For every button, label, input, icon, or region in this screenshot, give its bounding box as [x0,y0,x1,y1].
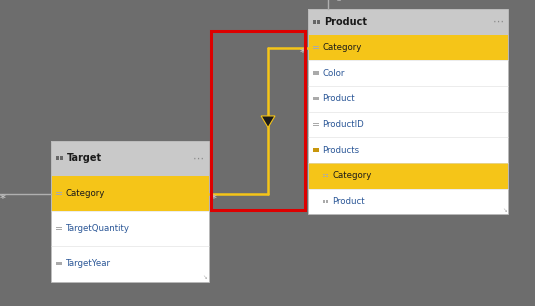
Text: 1: 1 [336,0,341,3]
Bar [316,73,319,75]
Bar [326,176,328,177]
Text: TargetQuantity: TargetQuantity [66,224,130,233]
Bar [317,22,320,24]
Bar [316,71,319,73]
Bar [316,123,319,124]
Bar [316,46,319,47]
Text: Product: Product [324,17,366,27]
Bar [323,176,325,177]
Bar [51,141,209,176]
Text: *: * [211,194,217,204]
Bar [313,71,316,73]
Bar [60,159,63,160]
Bar [51,176,209,282]
Bar [326,174,328,175]
Bar [59,227,62,228]
Text: TargetYear: TargetYear [66,259,111,268]
Bar [56,262,59,263]
Bar [316,99,319,100]
Bar [56,227,59,228]
Bar [56,193,59,195]
Bar [59,229,62,230]
Bar [316,148,319,150]
Bar [317,20,320,22]
Bar [56,159,59,160]
Polygon shape [261,116,275,128]
Bar [313,125,316,126]
Text: *: * [300,48,305,58]
Bar [59,192,62,193]
Bar [316,125,319,126]
Text: *: * [0,194,5,204]
Bar [56,192,59,193]
Bar [308,35,508,214]
Bar [313,99,316,100]
Bar [323,174,325,175]
Text: ↘: ↘ [202,275,207,280]
Bar [313,73,316,75]
Text: Category: Category [332,171,372,180]
Bar [308,163,508,188]
Text: ⋯: ⋯ [493,17,504,27]
Bar [59,264,62,265]
Text: ⋯: ⋯ [193,153,204,163]
Bar [59,193,62,195]
Bar [323,200,325,201]
Bar [56,156,59,158]
Bar [326,200,328,201]
Bar [316,150,319,152]
Bar [51,141,209,282]
Bar [326,201,328,203]
Bar [56,229,59,230]
Bar [313,22,316,24]
Bar [211,31,305,211]
Bar [313,20,316,22]
Bar [308,9,508,214]
Bar [316,48,319,49]
Bar [313,148,316,150]
Text: Product: Product [332,197,365,206]
Bar [313,97,316,99]
Bar [59,262,62,263]
Bar [313,123,316,124]
Text: Product: Product [323,94,355,103]
Bar [60,156,63,158]
Bar [56,264,59,265]
Bar [308,9,508,35]
Text: ProductID: ProductID [323,120,364,129]
Bar [51,176,209,211]
Bar [323,201,325,203]
Bar [313,46,316,47]
Text: Category: Category [66,189,105,198]
Bar [313,48,316,49]
Text: ↘: ↘ [502,208,507,213]
Bar [308,35,508,61]
Bar [316,97,319,99]
Bar [313,150,316,152]
Text: Category: Category [323,43,362,52]
Text: Color: Color [323,69,345,78]
Text: Target: Target [67,153,102,163]
Text: Products: Products [323,146,360,155]
